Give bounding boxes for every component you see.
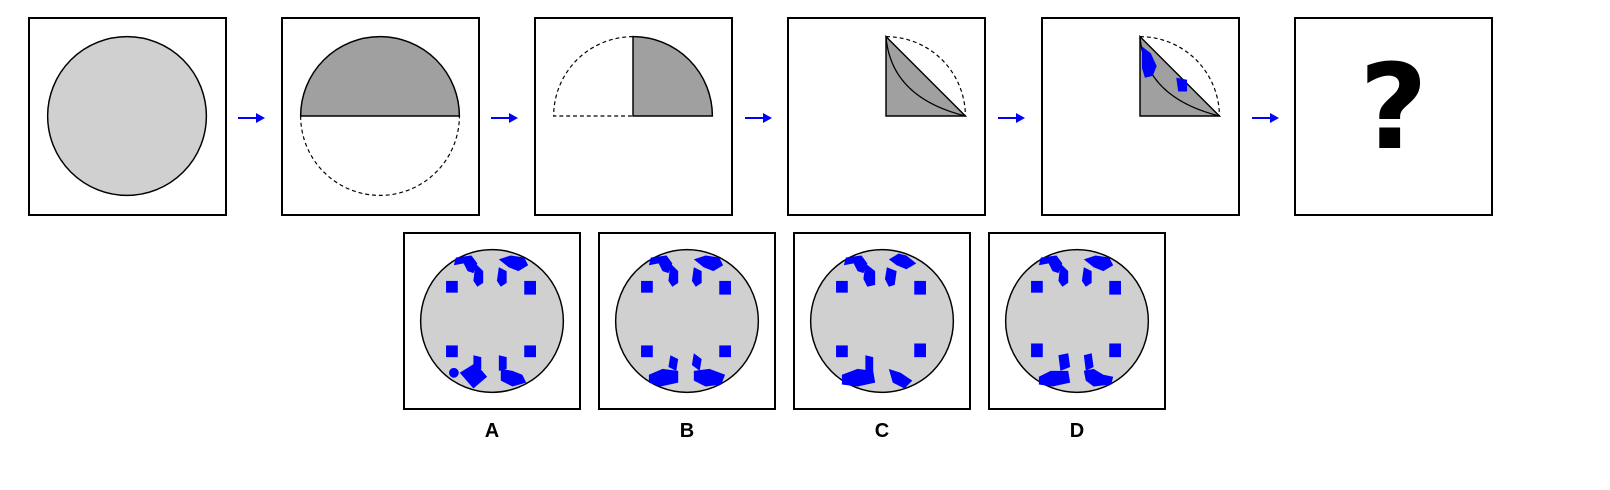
unfolded-circle: [614, 248, 760, 394]
unfolded-circle: [809, 248, 955, 394]
step-5-panel: [1041, 17, 1240, 216]
option-b-label[interactable]: B: [679, 420, 695, 442]
cut-hole: [1176, 77, 1188, 92]
option-d-panel[interactable]: [988, 232, 1166, 410]
cut-eighth-figure: [1139, 34, 1222, 117]
dashed-quarter-arc: [1140, 36, 1220, 117]
folded-arc-edge: [885, 36, 966, 117]
full-circle-figure: [46, 35, 208, 197]
option-a-figure: [419, 248, 565, 394]
option-b-panel[interactable]: [598, 232, 776, 410]
step-1-panel: [28, 17, 227, 216]
step-2-panel: [281, 17, 480, 216]
folded-upper-half: [299, 35, 461, 117]
unknown-panel: ?: [1294, 17, 1493, 216]
option-a-panel[interactable]: [403, 232, 581, 410]
folded-quarter: [632, 35, 714, 117]
arrow-right-icon: [745, 113, 772, 123]
unfolded-circle: [419, 248, 565, 394]
step-3-panel: [534, 17, 733, 216]
folded-triangle: [1139, 34, 1222, 117]
dashed-quarter-arc: [886, 36, 966, 117]
cut-hole: [1141, 46, 1157, 78]
dashed-lower-half: [300, 116, 460, 196]
question-mark: ?: [1359, 38, 1428, 176]
folded-triangle: [885, 34, 968, 117]
option-c-figure: [809, 248, 955, 394]
option-c-label[interactable]: C: [874, 420, 890, 442]
arrow-right-icon: [238, 113, 265, 123]
option-c-holes: [836, 253, 926, 389]
option-a-holes: [446, 255, 536, 389]
arrow-right-icon: [491, 113, 518, 123]
half-fold-figure: [299, 35, 461, 196]
eighth-fold-figure: [885, 34, 968, 117]
step-4-panel: [787, 17, 986, 216]
arrow-right-icon: [998, 113, 1025, 123]
option-d-label[interactable]: D: [1069, 420, 1085, 442]
option-c-panel[interactable]: [793, 232, 971, 410]
option-a-label[interactable]: A: [484, 420, 500, 442]
option-d-figure: [1004, 248, 1150, 394]
unfolded-circle: [1004, 248, 1150, 394]
option-b-holes: [641, 255, 731, 387]
arrow-right-icon: [1252, 113, 1279, 123]
quarter-fold-figure: [553, 35, 714, 117]
option-b-figure: [614, 248, 760, 394]
option-d-holes: [1031, 255, 1121, 387]
dashed-left-quarter: [553, 36, 634, 117]
paper-circle: [46, 35, 208, 197]
